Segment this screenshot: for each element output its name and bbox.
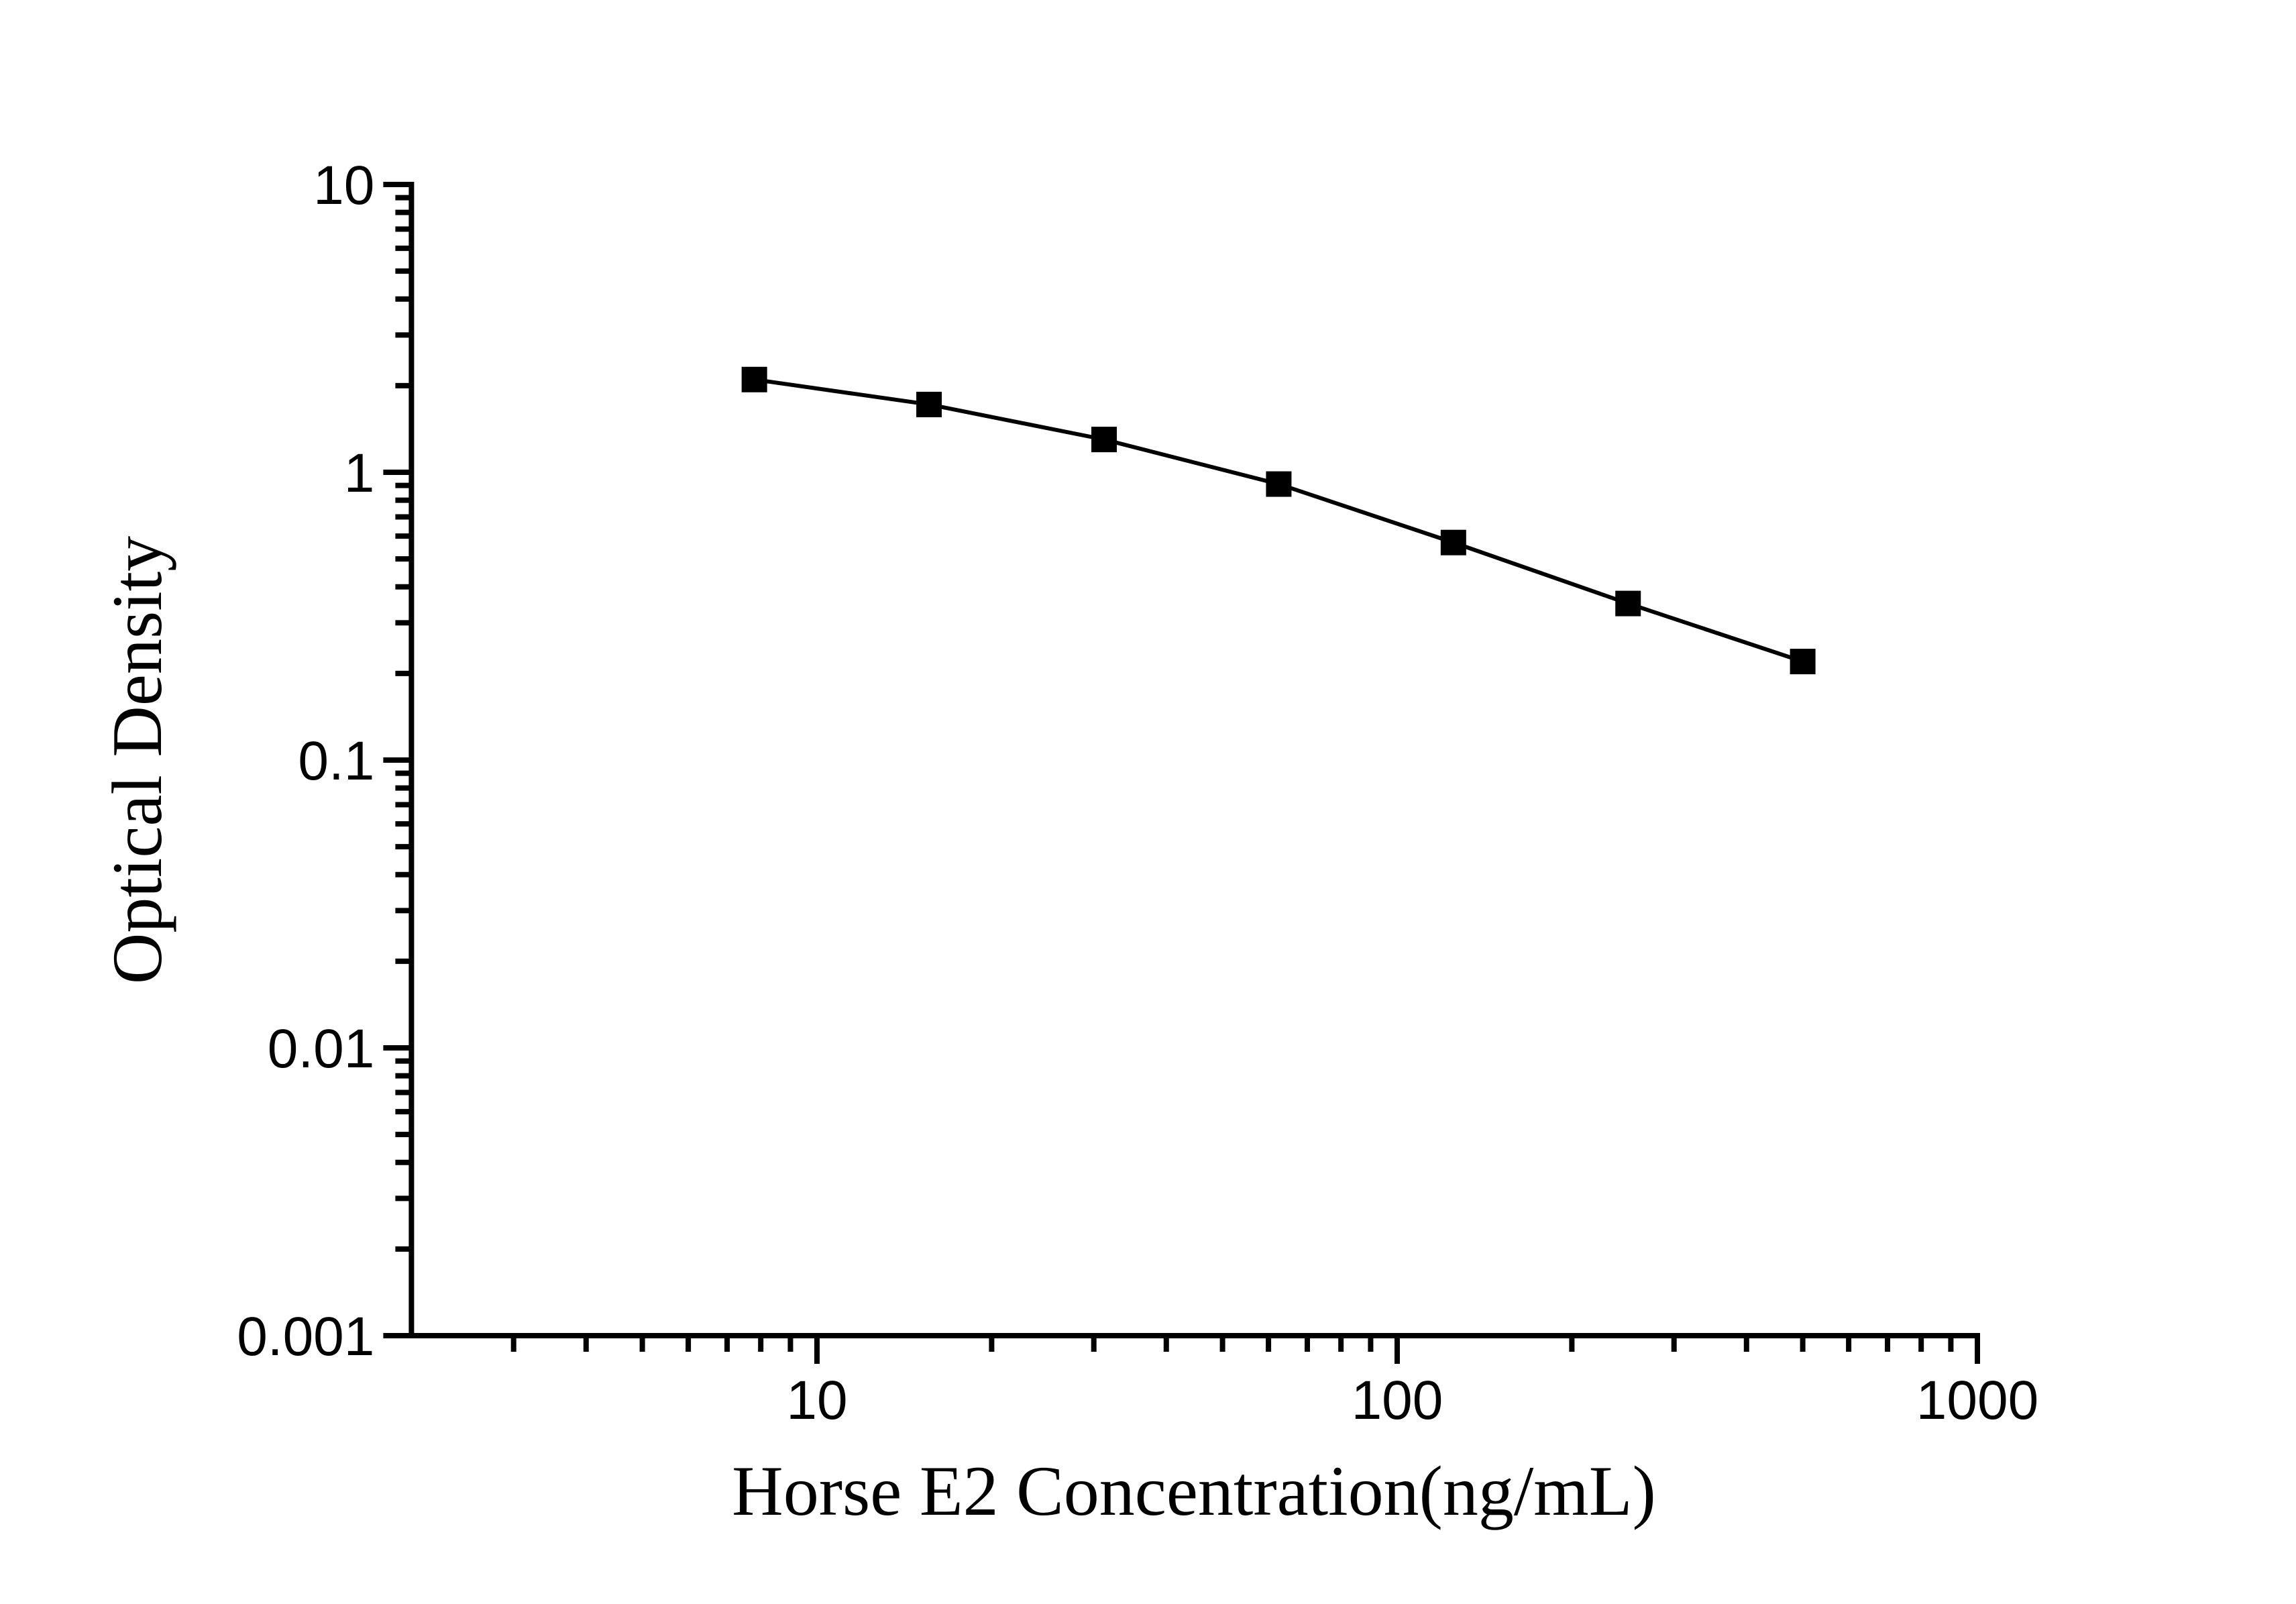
data-point-marker: [1266, 471, 1292, 497]
y-tick-label: 1: [344, 443, 375, 504]
data-point-marker: [1790, 649, 1816, 675]
data-point-marker: [916, 391, 942, 417]
x-tick-label: 10: [786, 1370, 847, 1431]
data-point-marker: [1615, 590, 1641, 617]
y-axis-title: Optical Density: [98, 536, 176, 984]
y-tick-label: 0.1: [298, 731, 374, 792]
curve-line: [754, 377, 1804, 663]
data-point-marker: [741, 366, 767, 392]
y-tick-label: 10: [313, 155, 374, 216]
data-point-marker: [1091, 427, 1117, 453]
x-tick-label: 1000: [1916, 1370, 2038, 1431]
axes: [408, 182, 1980, 1338]
y-tick-label: 0.01: [268, 1018, 375, 1079]
ticks: [383, 182, 1980, 1364]
tick-labels: 10 100 1000 10 1 0.1 0.01 0.001: [237, 155, 2038, 1431]
x-axis-title: Horse E2 Concentration(ng/mL): [732, 1452, 1656, 1530]
data-point-marker: [1440, 529, 1466, 555]
series: [741, 366, 1816, 675]
y-tick-label: 0.001: [237, 1306, 374, 1367]
x-tick-label: 100: [1352, 1370, 1443, 1431]
